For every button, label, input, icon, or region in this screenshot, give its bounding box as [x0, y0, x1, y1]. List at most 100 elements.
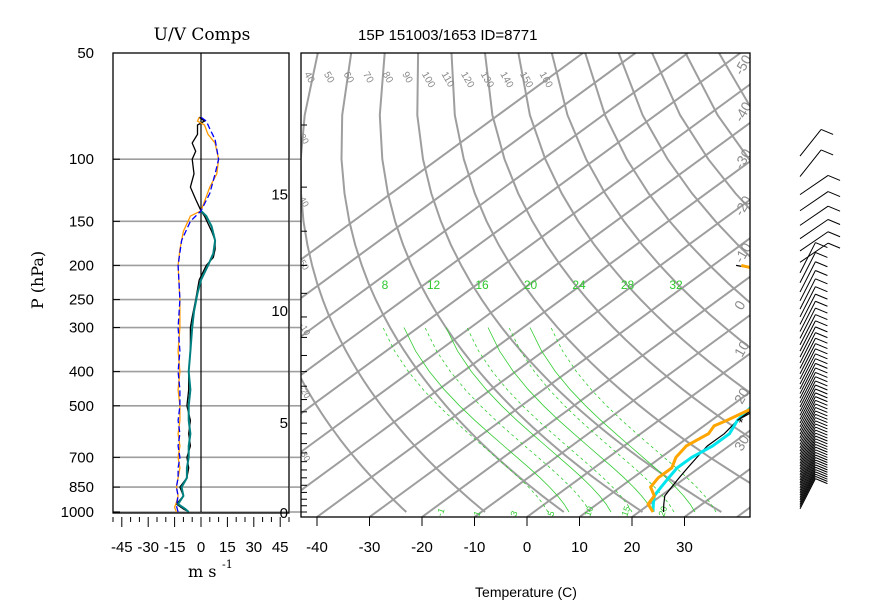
wind-barb	[799, 301, 816, 332]
pressure-tick-label: 300	[69, 320, 94, 337]
isotherm	[631, 429, 750, 517]
theta-label: 100	[419, 70, 437, 90]
temperature-tick-label: -40	[306, 539, 328, 556]
wind-barb-flag	[815, 403, 828, 410]
wind-barb-flag	[815, 459, 828, 466]
lcl-marker: *	[738, 415, 743, 430]
wind-barb	[799, 320, 816, 352]
dry-adiabat-label: -20	[297, 384, 312, 400]
sounding-title: 15P 151003/1653 ID=8771	[358, 27, 537, 44]
wind-barb-flag	[815, 423, 828, 430]
isotherm	[301, 53, 584, 261]
theta-label: 40	[301, 70, 316, 86]
wind-barb	[799, 454, 816, 486]
uv-x-tick-label: -15	[164, 539, 186, 556]
uv-zero-line	[200, 53, 301, 513]
wind-barb-flag	[815, 435, 828, 442]
theta-label: 120	[458, 70, 476, 90]
dry-adiabat	[517, 53, 750, 394]
pressure-tick-label: 100	[69, 151, 94, 168]
isotherm-label: -30	[731, 146, 755, 172]
uv-x-axis-label: m s	[188, 562, 216, 581]
dry-adiabat	[450, 53, 750, 485]
wind-barb-flag	[815, 446, 828, 453]
wind-barb	[799, 478, 816, 510]
skewt-plot-frame	[300, 52, 751, 518]
bottom-mixing-label: 3	[508, 510, 519, 518]
theta-label: 80	[380, 70, 395, 86]
temperature-tick-label: 10	[571, 539, 588, 556]
wind-barb-flag	[815, 449, 828, 456]
wind-barb	[799, 432, 816, 464]
wind-barb	[799, 407, 816, 438]
wind-barb-flag	[815, 473, 828, 480]
isotherm	[421, 275, 750, 517]
moist-adiabat	[529, 327, 696, 513]
temperature-tick-label: 0	[523, 539, 531, 556]
wind-barb-flag	[815, 451, 828, 458]
profile-line	[651, 405, 750, 513]
wind-barb	[799, 403, 816, 435]
wind-barb	[799, 417, 816, 449]
wind-barb-flag	[815, 307, 828, 314]
wind-barb	[799, 353, 816, 385]
uv-x-axis-label-exponent: -1	[222, 558, 233, 571]
wind-barb	[799, 293, 816, 325]
mixing-ratio-label: 24	[572, 278, 586, 292]
wind-barb	[799, 476, 816, 507]
wind-barb-flag	[815, 478, 828, 485]
wind-barb-flag	[815, 461, 828, 468]
mixing-ratio-label: 8	[382, 278, 389, 292]
skewt-panel: 15P 151003/1653 ID=8771 8 12 16 20 24 28 32 40 5…	[271, 27, 755, 600]
wind-barb	[799, 286, 816, 318]
dry-adiabat-label: 40	[297, 195, 311, 209]
wind-barb-flag	[815, 371, 828, 378]
wind-barb	[799, 252, 816, 283]
uv-series-line	[175, 116, 220, 513]
profile-line	[646, 263, 750, 513]
wind-barb-flag	[820, 129, 834, 135]
uv-x-tick-label: 0	[197, 539, 205, 556]
wind-barb-flag	[815, 332, 828, 339]
isotherm-label: -20	[731, 193, 755, 219]
dry-adiabat-label: 30	[297, 132, 311, 146]
wind-barb	[799, 438, 816, 470]
uv-series-line	[175, 116, 216, 513]
isotherm-label: 30	[731, 432, 753, 454]
isotherm	[301, 53, 689, 338]
wind-barb-flag	[815, 261, 828, 268]
isotherm	[301, 121, 750, 454]
wind-barb-flag	[827, 231, 841, 238]
wind-barb-flag	[815, 353, 828, 360]
mixing-ratio-label: 16	[475, 278, 489, 292]
wind-barb-flag	[815, 429, 828, 436]
wind-barb-flag	[815, 399, 828, 406]
wind-barb	[799, 462, 816, 493]
isotherm	[526, 352, 750, 517]
uv-x-tick-label: 15	[219, 539, 236, 556]
theta-label: 140	[497, 70, 515, 90]
temperature-tick-label: -10	[464, 539, 486, 556]
wind-barb	[799, 149, 822, 177]
wind-barb-flag	[815, 380, 828, 387]
theta-label: 150	[517, 70, 535, 90]
wind-barb	[799, 473, 816, 505]
dry-adiabat	[484, 53, 750, 439]
dry-adiabat	[617, 53, 750, 258]
wind-barb	[799, 467, 816, 498]
wind-barb-flag	[827, 242, 841, 249]
wind-barb-flag	[815, 426, 828, 433]
uv-components-panel: U/V Comps 501001502002503004005007008501…	[28, 25, 301, 581]
mixing-ratio-label: 20	[524, 278, 538, 292]
wind-barb	[799, 452, 816, 483]
theta-label: 90	[399, 70, 414, 86]
wind-barb	[799, 446, 816, 478]
isotherm-label: 20	[731, 385, 753, 407]
wind-barb-flag	[815, 420, 828, 427]
moist-adiabat	[445, 327, 612, 513]
wind-barb	[799, 372, 816, 403]
dry-adiabat	[301, 53, 486, 513]
wind-barb	[799, 384, 816, 416]
skewt-background-lines	[301, 53, 750, 517]
